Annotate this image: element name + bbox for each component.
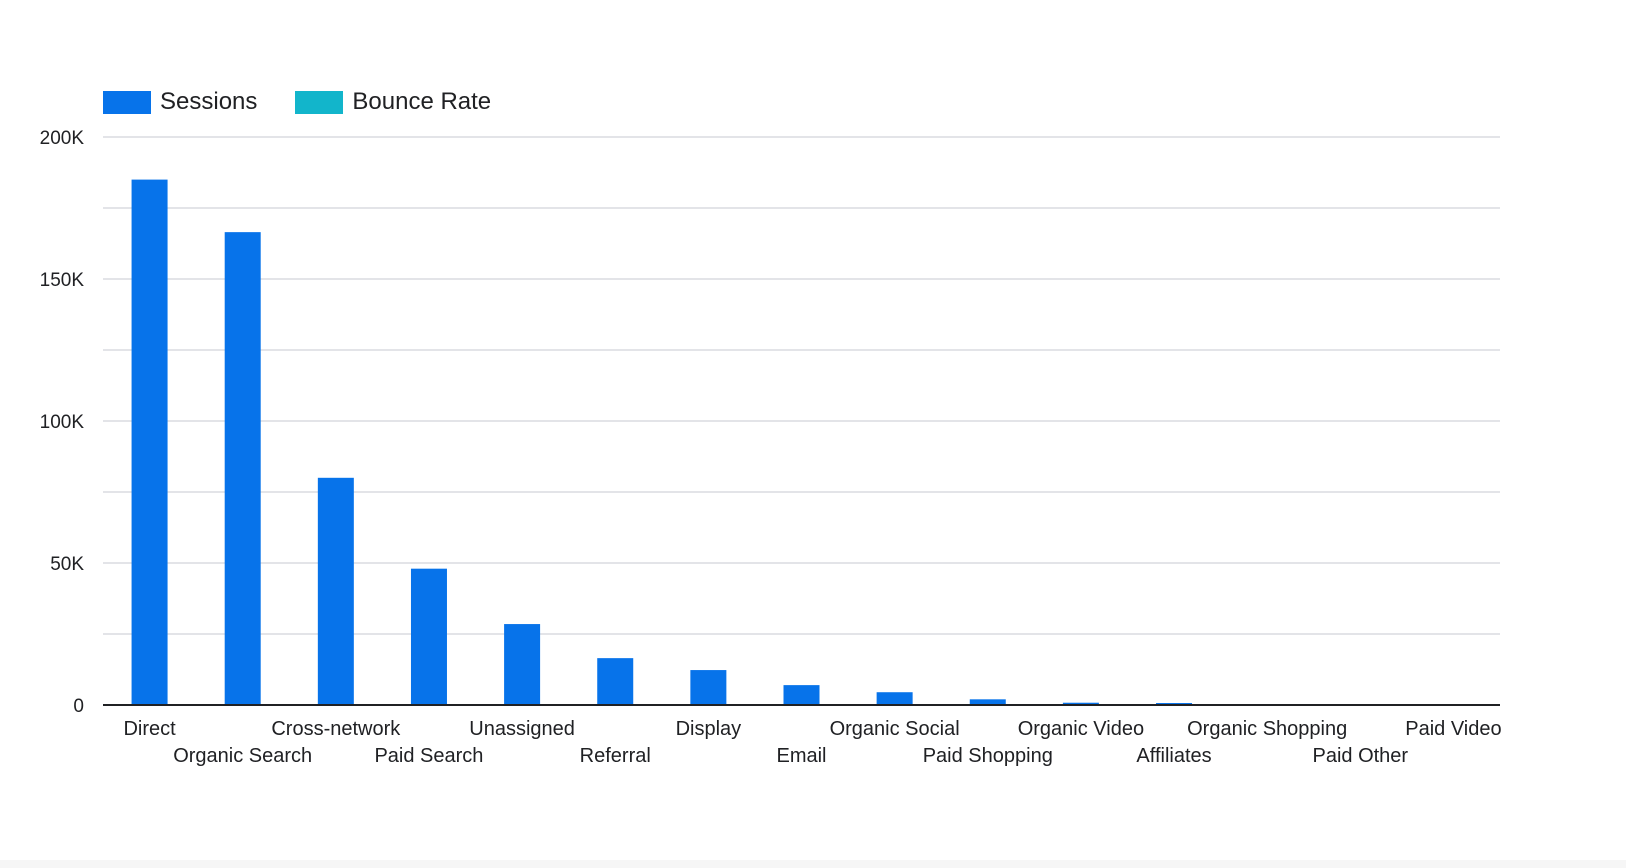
x-tick-label: Cross-network xyxy=(271,718,401,740)
y-axis-ticks: 0 50K 100K 150K 200K xyxy=(40,128,85,717)
x-tick-label: Organic Social xyxy=(830,718,960,740)
bar-sessions-referral[interactable] xyxy=(597,658,634,705)
bar-sessions-organic-video[interactable] xyxy=(1062,702,1099,705)
bar-sessions-paid-search[interactable] xyxy=(410,568,447,705)
x-tick-label: Display xyxy=(676,718,742,740)
bar-sessions-organic-search[interactable] xyxy=(224,232,261,705)
legend-swatch-bounce-rate xyxy=(295,90,344,114)
y-tick-label: 200K xyxy=(40,128,85,149)
y-tick-label: 150K xyxy=(40,270,85,291)
x-tick-label: Email xyxy=(776,745,826,767)
bars xyxy=(131,179,1472,706)
x-tick-label: Paid Search xyxy=(374,745,483,767)
x-axis-labels: Direct Organic Search Cross-network Paid Se… xyxy=(123,718,1501,767)
gridlines xyxy=(103,136,1500,635)
bar-sessions-cross-network[interactable] xyxy=(317,477,354,705)
y-tick-label: 100K xyxy=(40,412,85,433)
legend-item-sessions[interactable]: Sessions xyxy=(103,88,257,116)
bar-sessions-email[interactable] xyxy=(783,685,820,705)
bar-sessions-organic-social[interactable] xyxy=(876,692,913,705)
bar-sessions-direct[interactable] xyxy=(131,179,168,706)
bottom-strip xyxy=(0,860,1626,868)
bar-sessions-unassigned[interactable] xyxy=(504,624,541,705)
x-tick-label: Paid Other xyxy=(1312,745,1408,767)
x-tick-label: Direct xyxy=(123,718,176,740)
x-tick-label: Paid Shopping xyxy=(923,745,1053,767)
y-tick-label: 0 xyxy=(73,696,84,717)
x-tick-label: Organic Shopping xyxy=(1187,718,1347,740)
x-tick-label: Unassigned xyxy=(469,718,575,740)
chart-legend: Sessions Bounce Rate xyxy=(103,88,529,116)
y-tick-label: 50K xyxy=(50,554,84,575)
legend-swatch-sessions xyxy=(103,90,151,114)
bar-sessions-paid-shopping[interactable] xyxy=(969,699,1006,705)
x-tick-label: Organic Video xyxy=(1018,718,1144,740)
x-tick-label: Affiliates xyxy=(1136,745,1211,767)
legend-item-bounce-rate[interactable]: Bounce Rate xyxy=(295,88,491,116)
x-tick-label: Referral xyxy=(580,745,651,767)
x-tick-label: Paid Video xyxy=(1405,718,1501,740)
legend-label-sessions: Sessions xyxy=(160,88,258,115)
bar-sessions-display[interactable] xyxy=(690,670,727,705)
legend-label-bounce-rate: Bounce Rate xyxy=(352,88,492,115)
x-tick-label: Organic Search xyxy=(173,745,312,767)
